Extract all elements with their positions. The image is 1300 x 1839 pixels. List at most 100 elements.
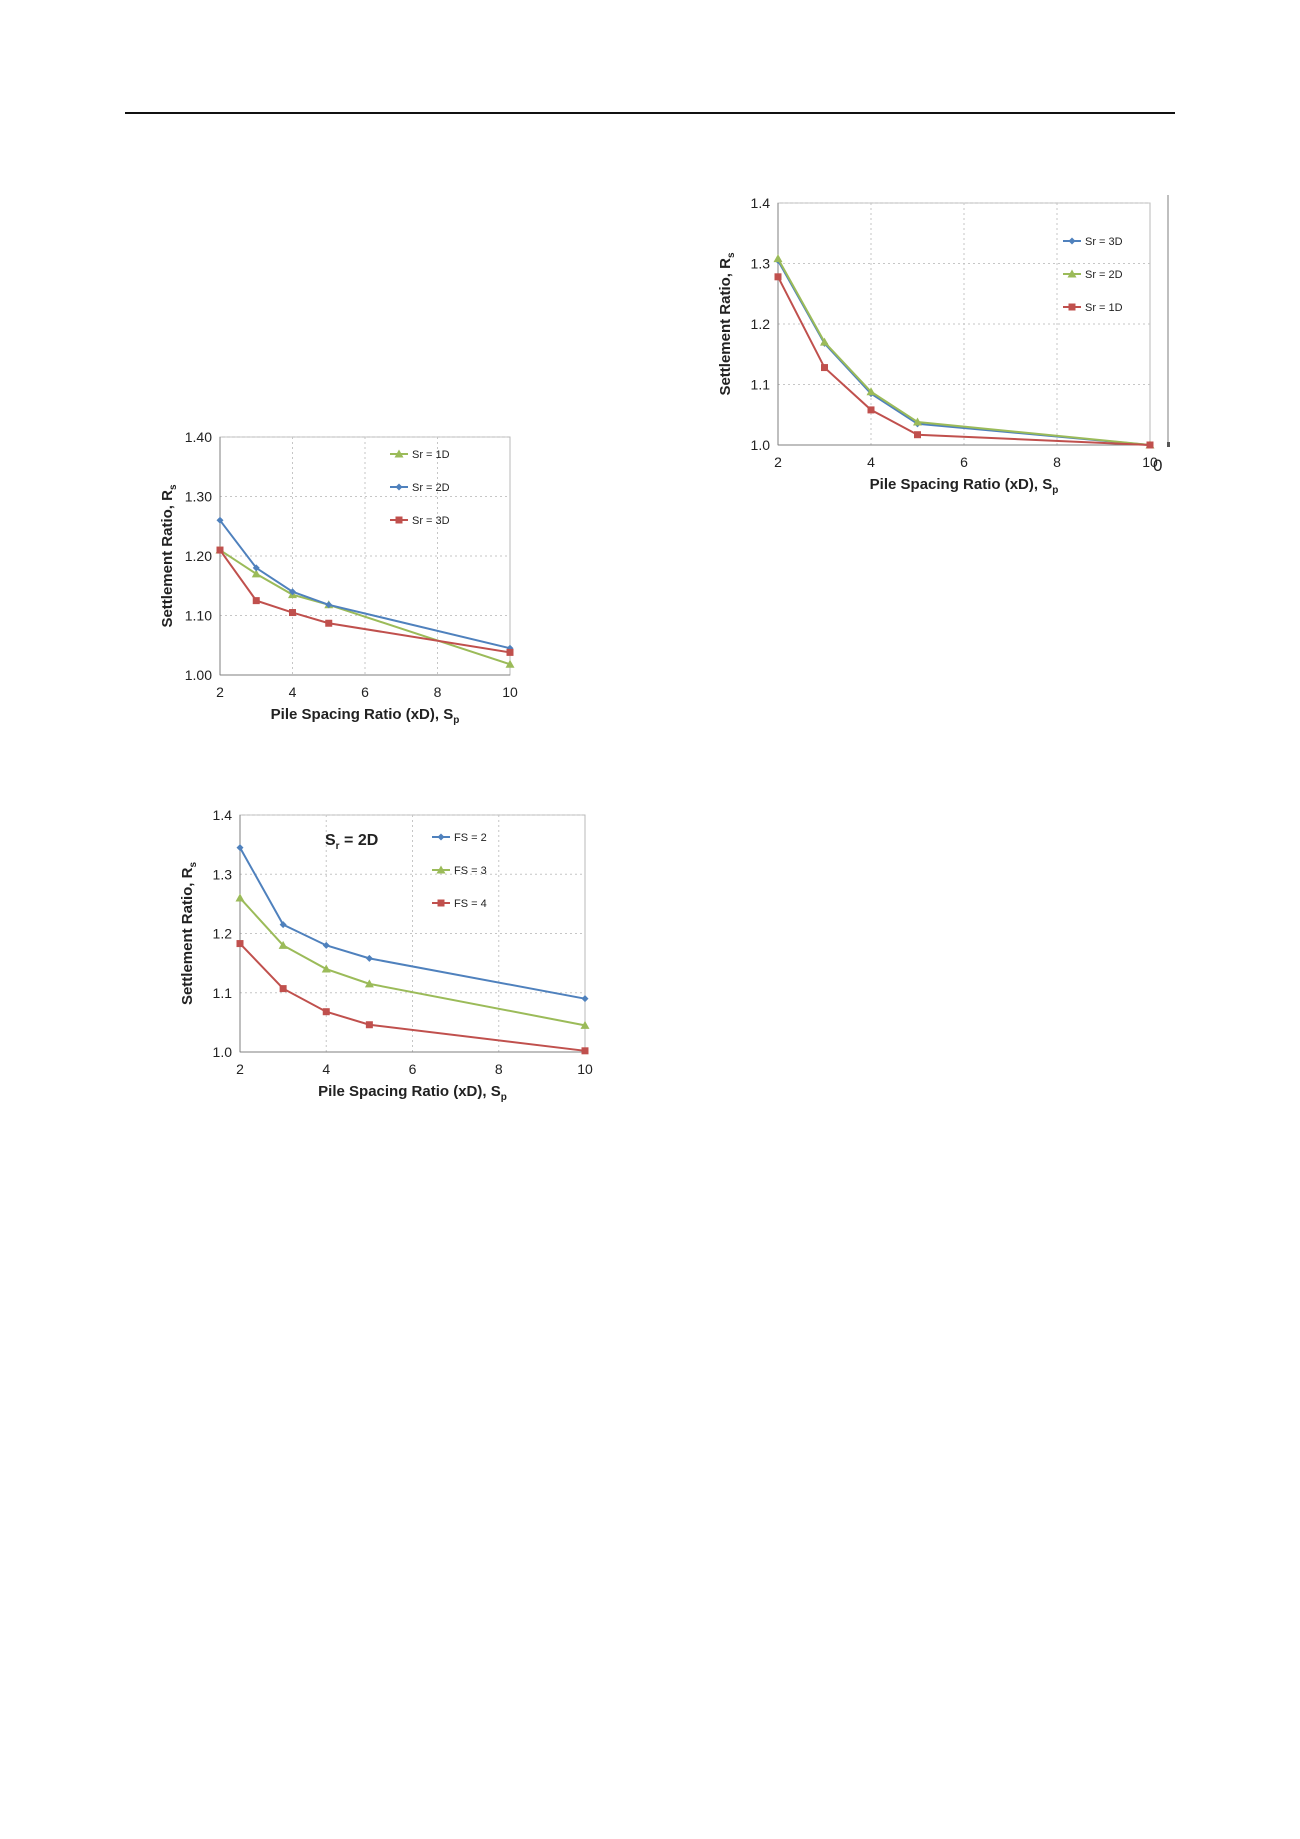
data-point: [365, 1021, 373, 1029]
data-point: [278, 940, 288, 949]
chart-annotation-tail: = 2D: [340, 832, 379, 849]
legend-entry: FS = 4: [432, 898, 487, 910]
data-point: [322, 941, 330, 949]
y-tick-label: 1.3: [213, 866, 233, 882]
data-point: [820, 337, 829, 346]
right-edge-tick: [1167, 442, 1170, 447]
x-tick-label: 8: [1053, 454, 1061, 470]
x-axis-title: Pile Spacing Ratio (xD), Sp: [271, 706, 460, 726]
x-axis-title-sub: p: [453, 715, 459, 726]
x-axis-title-main: Pile Spacing Ratio (xD), S: [271, 706, 454, 723]
legend-marker: [1068, 303, 1076, 311]
legend-label: Sr = 2D: [1085, 269, 1123, 281]
x-axis-title-sub: p: [1052, 485, 1058, 496]
y-axis-title-main: Settlement Ratio, R: [179, 867, 196, 1005]
y-axis-title-sub: s: [726, 252, 737, 258]
x-axis-title: Pile Spacing Ratio (xD), Sp: [318, 1083, 507, 1103]
legend-entry: FS = 2: [432, 832, 487, 844]
legend-entry: Sr = 3D: [390, 515, 450, 527]
x-tick-label: 4: [867, 454, 875, 470]
y-axis-title-sub: s: [168, 484, 179, 490]
y-axis-title: Settlement Ratio, Rs: [179, 862, 199, 1006]
legend-entry: Sr = 1D: [1063, 302, 1123, 314]
y-tick-label: 1.0: [213, 1044, 233, 1060]
x-axis-title: Pile Spacing Ratio (xD), Sp: [870, 476, 1059, 496]
series-2: [216, 546, 514, 656]
series-2: [774, 273, 1154, 449]
data-point: [252, 597, 260, 605]
y-tick-label: 1.40: [185, 429, 212, 445]
series-1: [235, 893, 590, 1029]
legend-marker: [395, 516, 403, 524]
x-axis-title-sub: p: [501, 1092, 507, 1103]
data-point: [1146, 441, 1154, 449]
data-point: [321, 964, 331, 973]
legend-entry: Sr = 2D: [390, 482, 450, 494]
data-point: [914, 431, 921, 439]
data-point: [289, 588, 296, 596]
data-point: [235, 893, 245, 902]
data-point: [251, 569, 261, 578]
legend-label: FS = 4: [454, 898, 487, 910]
chart-a-svg: 1.00 1.10 1.20 1.30 1.40 2 4 6 8 10 Pile Spacing R…: [159, 429, 518, 726]
data-point: [289, 609, 296, 617]
legend-entry: Sr = 3D: [1063, 236, 1123, 248]
legend-marker: [1068, 237, 1076, 245]
x-axis-title-main: Pile Spacing Ratio (xD), S: [870, 476, 1053, 493]
legend-marker: [1067, 269, 1077, 278]
y-axis-title-main: Settlement Ratio, R: [159, 490, 176, 628]
y-tick-label: 1.1: [751, 377, 771, 393]
x-tick-label: 2: [774, 454, 782, 470]
data-point: [216, 546, 224, 554]
data-point: [867, 406, 875, 414]
data-point: [506, 648, 514, 656]
data-point: [325, 619, 333, 627]
y-tick-label: 1.2: [213, 926, 233, 942]
legend-label: FS = 2: [454, 832, 487, 844]
data-point: [325, 601, 333, 609]
data-point: [866, 387, 876, 396]
y-axis-title-sub: s: [188, 862, 199, 868]
y-tick-label: 1.0: [751, 437, 771, 453]
legend-entry: Sr = 1D: [390, 449, 450, 461]
series-0: [236, 844, 589, 1003]
data-point: [773, 254, 783, 263]
chart-settlement-fs: 1.0 1.1 1.2 1.3 1.4 2 4 6 8 10 Pile Spacing Ratio …: [150, 795, 595, 1115]
x-tick-label: 8: [434, 684, 442, 700]
x-tick-label: 2: [236, 1061, 244, 1077]
x-tick-label: 6: [409, 1061, 417, 1077]
x-tick-label: 4: [289, 684, 297, 700]
data-point: [505, 659, 515, 668]
chart-annotation-sub: r: [336, 841, 340, 852]
legend-marker: [436, 865, 446, 874]
x-tick-label: 8: [495, 1061, 503, 1077]
data-point: [252, 564, 260, 572]
legend-label: Sr = 1D: [1085, 302, 1123, 314]
legend-label: Sr = 3D: [1085, 236, 1123, 248]
y-tick-label: 1.20: [185, 548, 212, 564]
chart-annotation-main: S: [325, 832, 336, 849]
legend-marker: [394, 449, 404, 458]
data-point: [236, 844, 244, 852]
data-point: [913, 417, 922, 426]
x-tick-label: 6: [960, 454, 968, 470]
y-tick-label: 1.4: [751, 195, 771, 211]
y-axis-title: Settlement Ratio, Rs: [717, 252, 737, 396]
x-tick-label: 10: [1142, 454, 1158, 470]
data-point: [236, 940, 244, 948]
data-point: [279, 985, 287, 993]
x-tick-label: 4: [322, 1061, 330, 1077]
x-tick-label: 2: [216, 684, 224, 700]
data-point: [216, 516, 224, 524]
x-tick-label: 10: [502, 684, 518, 700]
chart-c-svg: 1.0 1.1 1.2 1.3 1.4 2 4 6 8 10 Pile Spacing Ratio …: [717, 195, 1170, 496]
y-tick-label: 1.30: [185, 489, 212, 505]
data-point: [581, 995, 589, 1003]
legend-label: Sr = 3D: [412, 515, 450, 527]
margin-glyph: 0: [1153, 456, 1163, 475]
legend-marker: [395, 483, 403, 491]
data-point: [364, 979, 374, 988]
y-tick-label: 1.2: [751, 316, 771, 332]
x-axis-title-main: Pile Spacing Ratio (xD), S: [318, 1083, 501, 1100]
y-tick-label: 1.1: [213, 985, 233, 1001]
